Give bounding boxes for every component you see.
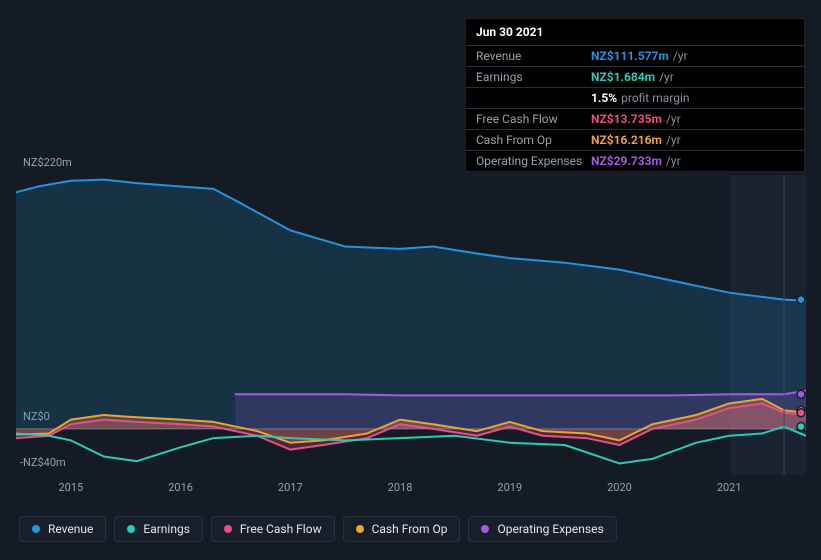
tooltip-row-value: NZ$1.684m/yr <box>591 70 674 84</box>
tooltip-row-label: Operating Expenses <box>476 154 591 168</box>
tooltip-row-unit: /yr <box>659 70 674 84</box>
x-tick-label: 2019 <box>497 481 522 494</box>
tooltip-row: 1.5%profit margin <box>466 87 804 108</box>
legend-item[interactable]: Revenue <box>19 516 106 542</box>
x-tick-label: 2018 <box>388 481 413 494</box>
tooltip-row: EarningsNZ$1.684m/yr <box>466 66 804 87</box>
tooltip-row: RevenueNZ$111.577m/yr <box>466 45 804 66</box>
x-tick-label: 2016 <box>168 481 193 494</box>
x-tick-label: 2015 <box>58 481 83 494</box>
tooltip-row-value: NZ$16.216m/yr <box>591 133 681 147</box>
tooltip-date: Jun 30 2021 <box>466 19 804 45</box>
legend-label: Operating Expenses <box>497 522 603 536</box>
y-tick-label: NZ$220m <box>23 156 72 169</box>
tooltip-row-unit: /yr <box>666 133 681 147</box>
legend-swatch <box>127 525 135 533</box>
tooltip-row-value: 1.5%profit margin <box>591 91 690 105</box>
legend-item[interactable]: Earnings <box>114 516 203 542</box>
tooltip-row: Free Cash FlowNZ$13.735m/yr <box>466 108 804 129</box>
legend-label: Cash From Op <box>372 522 448 536</box>
legend-swatch <box>481 525 489 533</box>
legend-item[interactable]: Operating Expenses <box>468 516 616 542</box>
tooltip-row-value: NZ$13.735m/yr <box>591 112 681 126</box>
tooltip-row-label <box>476 91 591 105</box>
legend-label: Earnings <box>143 522 190 536</box>
x-tick-label: 2021 <box>717 481 742 494</box>
tooltip-row-value: NZ$29.733m/yr <box>591 154 681 168</box>
tooltip-row-label: Free Cash Flow <box>476 112 591 126</box>
legend-label: Revenue <box>48 522 93 536</box>
tooltip-row-label: Revenue <box>476 49 591 63</box>
tooltip-row: Cash From OpNZ$16.216m/yr <box>466 129 804 150</box>
legend-swatch <box>356 525 364 533</box>
tooltip-row-unit: profit margin <box>621 91 689 105</box>
legend-swatch <box>32 525 40 533</box>
tooltip-row-unit: /yr <box>666 154 681 168</box>
tooltip-row-label: Earnings <box>476 70 591 84</box>
tooltip-row-unit: /yr <box>666 112 681 126</box>
legend: Revenue Earnings Free Cash Flow Cash From O… <box>19 516 617 542</box>
hover-tooltip: Jun 30 2021 RevenueNZ$111.577m/yrEarning… <box>465 18 805 172</box>
legend-item[interactable]: Cash From Op <box>343 516 461 542</box>
chart-plot-area[interactable] <box>16 175 806 475</box>
legend-label: Free Cash Flow <box>240 522 322 536</box>
legend-swatch <box>224 525 232 533</box>
x-tick-label: 2017 <box>278 481 303 494</box>
tooltip-row: Operating ExpensesNZ$29.733m/yr <box>466 150 804 171</box>
x-tick-label: 2020 <box>607 481 632 494</box>
tooltip-row-label: Cash From Op <box>476 133 591 147</box>
tooltip-row-unit: /yr <box>673 49 688 63</box>
tooltip-row-value: NZ$111.577m/yr <box>591 49 688 63</box>
legend-item[interactable]: Free Cash Flow <box>211 516 335 542</box>
